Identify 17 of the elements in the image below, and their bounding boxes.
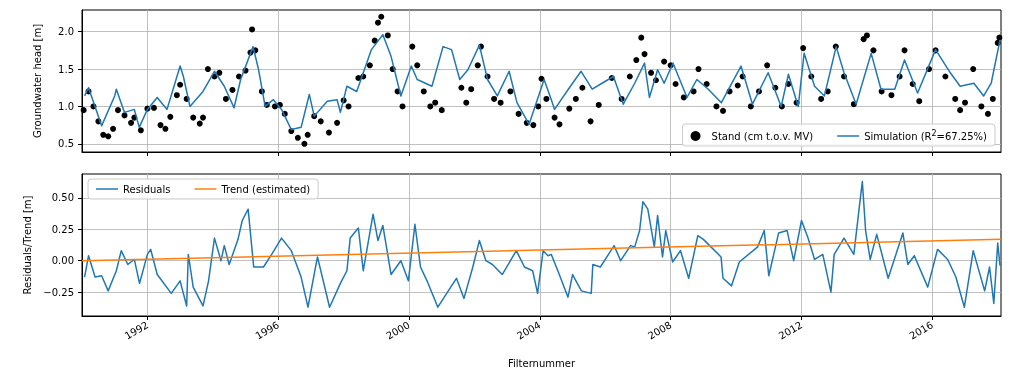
legend-label: Trend (estimated) xyxy=(220,183,311,195)
y-tick-label: −0.25 xyxy=(43,286,74,298)
y-tick-label: 1.5 xyxy=(58,63,74,75)
x-axis-title: Filternummer xyxy=(507,357,576,369)
legend-label: Residuals xyxy=(123,183,171,195)
y-tick-label: 0.5 xyxy=(58,138,74,150)
y-tick-label: 0.50 xyxy=(51,192,74,204)
legend-label: Stand (cm t.o.v. MV) xyxy=(711,130,814,142)
y-tick-label: 2.0 xyxy=(58,26,74,38)
y-tick-label: 0.25 xyxy=(51,223,74,235)
y-tick-label: 0.00 xyxy=(51,255,74,267)
y-axis-title: Residuals/Trend [m] xyxy=(21,195,33,295)
line-series xyxy=(83,180,1001,308)
x-tick-label: 1992 xyxy=(122,319,151,342)
x-tick-label: 2012 xyxy=(776,319,805,342)
y-axis-title: Groundwater head [m] xyxy=(31,23,43,139)
y-tick-label: 1.0 xyxy=(58,100,74,112)
